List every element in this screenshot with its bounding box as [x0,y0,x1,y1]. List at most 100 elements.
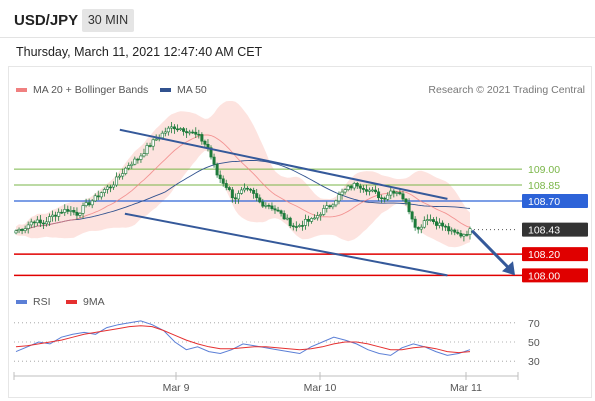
candle-body [136,158,140,161]
rsi-swatch [16,300,27,304]
rsi-tick-label: 70 [528,318,540,330]
candle-body [349,185,353,189]
forecast-arrow-head [502,261,515,276]
candle-body [276,209,280,212]
candle-body [105,186,109,190]
candles [14,121,472,242]
candle-body [169,126,173,129]
candle-body [60,211,64,214]
candle-body [374,189,378,193]
candle-body [438,222,442,226]
candle-body [273,208,277,211]
candle-body [425,219,429,221]
candle-body [361,187,365,190]
candle-body [163,131,167,134]
channel-upper-line [119,128,448,200]
candle-body [343,189,347,193]
candle-body [215,163,219,176]
candle-body [386,194,390,200]
price-level-labels: 109.00 108.85 108.70 108.43 108.20 108.00 [522,164,588,283]
bollinger-band [16,101,470,248]
rsi-tick-label: 50 [528,337,540,349]
candle-body [419,226,423,230]
candle-body [404,198,408,203]
candle-body [453,229,457,233]
candle-body [188,131,192,134]
candle-body [41,222,45,225]
price-level-label: 108.85 [528,180,560,192]
chart-header: USD/JPY 30 MIN [0,0,595,38]
candle-body [197,133,201,136]
candle-body [462,234,466,237]
legend-ma50-label: MA 50 [177,84,207,96]
candle-body [389,190,393,196]
timeframe-badge[interactable]: 30 MIN [82,9,134,32]
price-level-label-bg [522,247,588,262]
candle-body [261,201,265,207]
candle-body [310,218,314,222]
candle-body [151,139,155,147]
candle-body [14,230,18,234]
candle-body [57,211,61,217]
candle-body [20,228,24,231]
candle-body [383,197,387,200]
candle-body [459,233,463,237]
candle-body [291,225,295,228]
legend-9ma: 9MA [66,296,105,308]
price-level-label: 108.43 [528,225,560,237]
candle-body [340,191,344,195]
price-level-label: 108.00 [528,270,560,282]
candle-body [410,211,414,220]
candle-body [230,189,234,199]
candle-body [127,165,131,169]
candle-body [239,189,243,194]
candle-body [182,128,186,132]
legend-ma20: MA 20 + Bollinger Bands [16,84,148,96]
candle-body [316,215,320,219]
price-levels [14,168,522,277]
candle-body [447,226,451,232]
forecast-arrow [470,229,510,269]
candle-body [246,187,250,190]
candle-body [288,217,292,227]
candle-body [346,185,350,190]
candle-body [75,211,79,216]
rsi-line [15,320,471,356]
candle-body [377,191,381,199]
candle-body [303,218,307,226]
candle-body [236,193,240,200]
rsi-9ma-line [15,325,471,354]
candle-body [325,205,329,209]
candle-body [185,131,189,134]
x-tick-label: Mar 11 [450,382,482,394]
candle-body [355,183,359,187]
candle-body [87,202,91,206]
candle-body [44,221,48,225]
candle-body [264,205,268,207]
candle-body [398,192,402,195]
candle-body [401,193,405,200]
candle-body [456,231,460,234]
candle-body [297,225,301,227]
candle-body [450,229,454,232]
candle-body [142,153,146,157]
candle-body [243,187,247,191]
candle-body [258,197,262,203]
candle-body [51,214,55,217]
candle-body [252,189,256,194]
candle-body [96,195,100,198]
x-axis: Mar 9 Mar 10 Mar 11 [13,372,519,394]
candle-body [112,184,116,188]
candle-body [84,202,88,206]
candle-body [148,145,152,147]
candle-body [118,175,122,178]
candle-body [72,210,76,213]
channel-lower-line [124,212,448,277]
candle-body [358,185,362,189]
candle-body [78,213,82,216]
candle-body [331,204,335,208]
candle-body [270,205,274,210]
x-tick-label: Mar 10 [304,382,337,394]
research-credit: Research © 2021 Trading Central [428,84,585,96]
candle-body [166,127,170,133]
